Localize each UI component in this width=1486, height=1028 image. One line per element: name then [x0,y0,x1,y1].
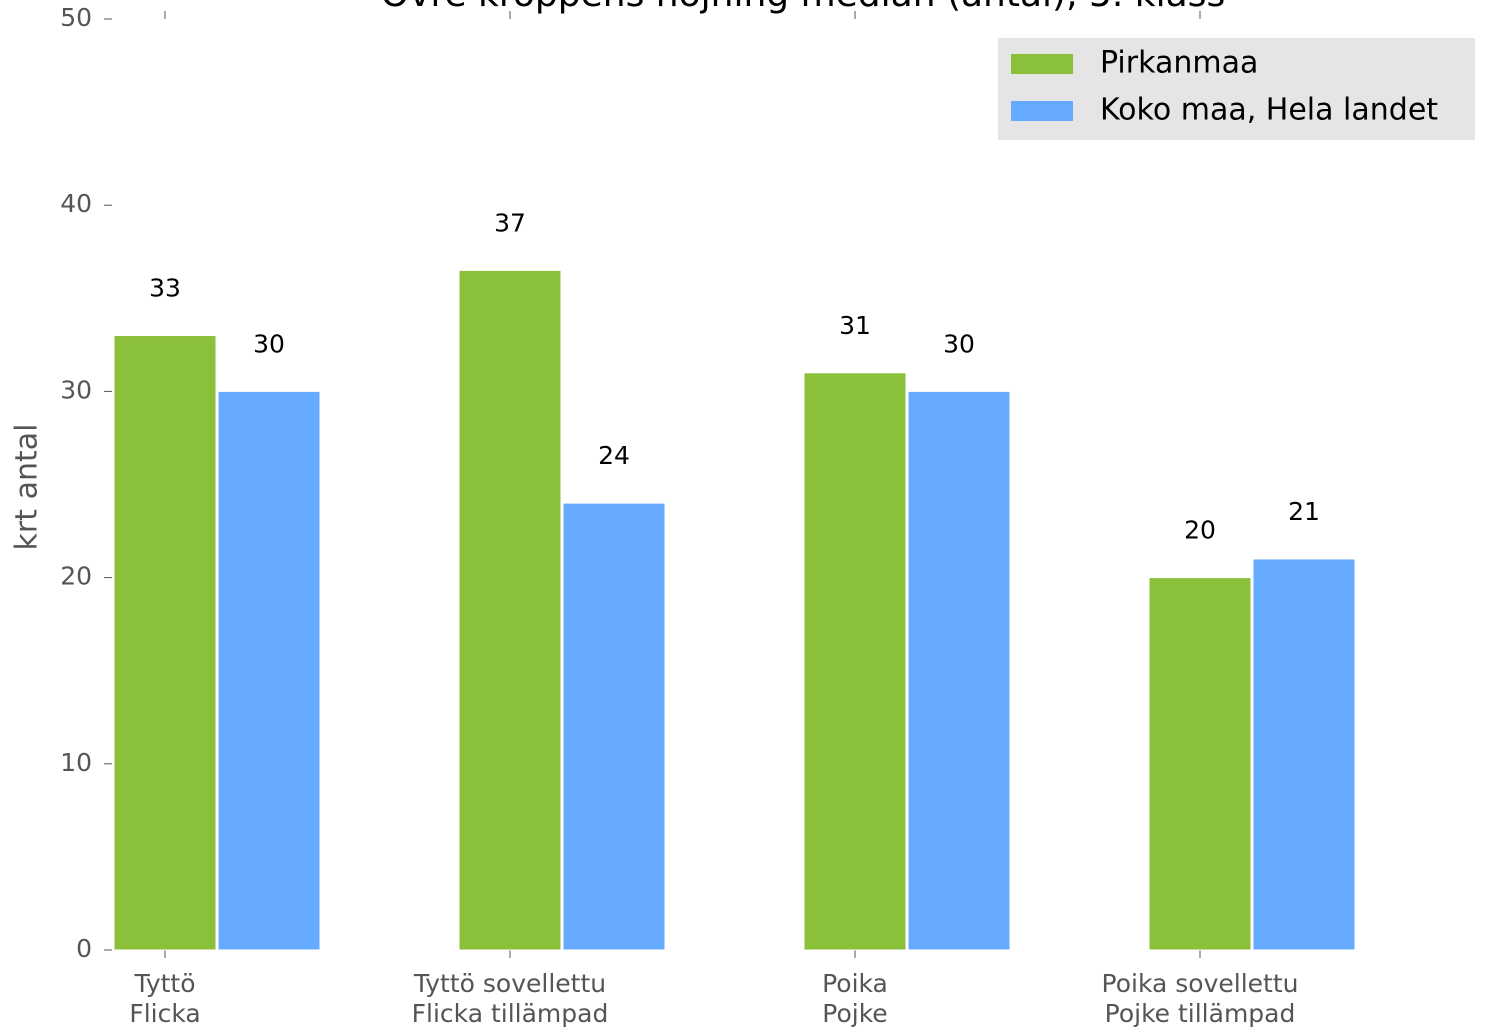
y-tick-label: 40 [60,189,92,218]
bar [562,502,666,951]
x-tick-label: Pojke [822,999,887,1028]
bar [217,390,321,951]
data-label: 24 [598,441,630,470]
y-axis-label: krt antal [10,424,45,551]
data-label: 30 [253,329,285,358]
x-tick-label: Poika [822,969,888,998]
bar [907,390,1011,951]
legend-label: Pirkanmaa [1100,46,1258,81]
bar [1148,577,1252,951]
y-tick-label: 10 [60,748,92,777]
bar [113,335,217,951]
data-label: 21 [1288,497,1320,526]
x-tick-label: Flicka [129,999,200,1028]
x-tick-label: Flicka tillämpad [412,999,609,1028]
y-tick-label: 0 [76,934,92,963]
legend-box [998,38,1475,140]
y-tick-label: 20 [60,562,92,591]
bar [803,372,907,951]
bar [1252,558,1356,951]
x-tick-label: Tyttö [133,969,195,998]
data-label: 30 [943,329,975,358]
x-tick-label: Pojke tillämpad [1105,999,1296,1028]
bar [458,269,562,951]
y-tick-label: 30 [60,375,92,404]
chart-title: Övre kroppens höjning median (antal), 5.… [381,0,1225,15]
legend-swatch [1011,101,1073,121]
data-label: 20 [1184,516,1216,545]
x-tick-label: Tyttö sovellettu [413,969,606,998]
x-tick-label: Poika sovellettu [1102,969,1299,998]
data-label: 33 [149,274,181,303]
y-tick-label: 50 [60,3,92,32]
legend-label: Koko maa, Hela landet [1100,93,1438,128]
data-label: 31 [839,311,871,340]
legend-swatch [1011,54,1073,74]
data-label: 37 [494,208,526,237]
